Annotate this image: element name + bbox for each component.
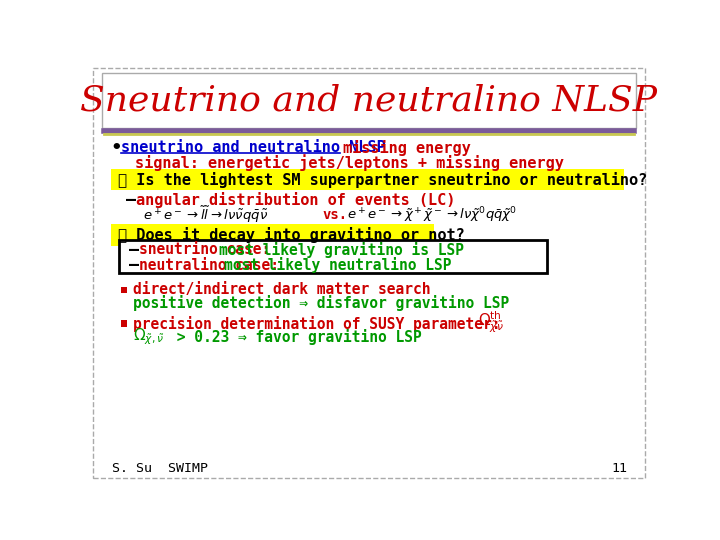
Text: –: – <box>126 191 135 208</box>
Text: vs.: vs. <box>323 208 348 222</box>
Text: sneutrino case:: sneutrino case: <box>139 242 279 257</box>
Text: Sneutrino and neutralino NLSP: Sneutrino and neutralino NLSP <box>81 83 657 117</box>
FancyBboxPatch shape <box>121 287 127 293</box>
Text: $\Omega^{\rm th}_{\tilde{\chi}\tilde{\nu}}$: $\Omega^{\rm th}_{\tilde{\chi}\tilde{\nu… <box>477 310 503 335</box>
Text: missing energy: missing energy <box>343 140 470 156</box>
Text: –: – <box>129 256 139 274</box>
Text: •: • <box>110 139 122 157</box>
FancyBboxPatch shape <box>111 168 624 190</box>
Text: signal: energetic jets/leptons + missing energy: signal: energetic jets/leptons + missing… <box>135 154 564 171</box>
Text: S. Su  SWIMP: S. Su SWIMP <box>112 462 207 475</box>
Text: 11: 11 <box>612 462 628 475</box>
FancyBboxPatch shape <box>102 72 636 128</box>
Text: ② Does it decay into gravitino or not?: ② Does it decay into gravitino or not? <box>118 227 464 243</box>
Text: neutralino case:: neutralino case: <box>139 258 287 273</box>
Text: $e^+e^- \rightarrow \tilde{\chi}^+\tilde{\chi}^- \rightarrow l\nu\tilde{\chi}^0 : $e^+e^- \rightarrow \tilde{\chi}^+\tilde… <box>347 205 518 225</box>
Text: angular distribution of events (LC): angular distribution of events (LC) <box>137 192 456 207</box>
Text: ① Is the lightest SM superpartner sneutrino or neutralino?: ① Is the lightest SM superpartner sneutr… <box>118 172 647 187</box>
Text: direct/indirect dark matter search: direct/indirect dark matter search <box>133 282 431 297</box>
FancyBboxPatch shape <box>111 224 434 246</box>
Text: sneutrino and neutralino NLSP: sneutrino and neutralino NLSP <box>121 140 395 156</box>
Text: –: – <box>129 241 139 259</box>
Text: > 0.23 ⇒ favor gravitino LSP: > 0.23 ⇒ favor gravitino LSP <box>168 329 421 345</box>
Text: most likely gravitino is LSP: most likely gravitino is LSP <box>220 241 464 258</box>
Text: $e^+e^- \rightarrow \tilde{l}\tilde{l} \rightarrow l\nu\tilde{\nu}q\bar{q}\tilde: $e^+e^- \rightarrow \tilde{l}\tilde{l} \… <box>143 205 268 225</box>
FancyBboxPatch shape <box>120 240 547 273</box>
Text: precision determination of SUSY parameter:: precision determination of SUSY paramete… <box>133 315 501 332</box>
Text: positive detection ⇒ disfavor gravitino LSP: positive detection ⇒ disfavor gravitino … <box>133 295 510 310</box>
Text: most likely neutralino LSP: most likely neutralino LSP <box>225 257 452 273</box>
FancyBboxPatch shape <box>121 320 127 327</box>
Text: $\Omega_{\tilde{\chi},\tilde{\nu}}$: $\Omega_{\tilde{\chi},\tilde{\nu}}$ <box>133 326 165 347</box>
